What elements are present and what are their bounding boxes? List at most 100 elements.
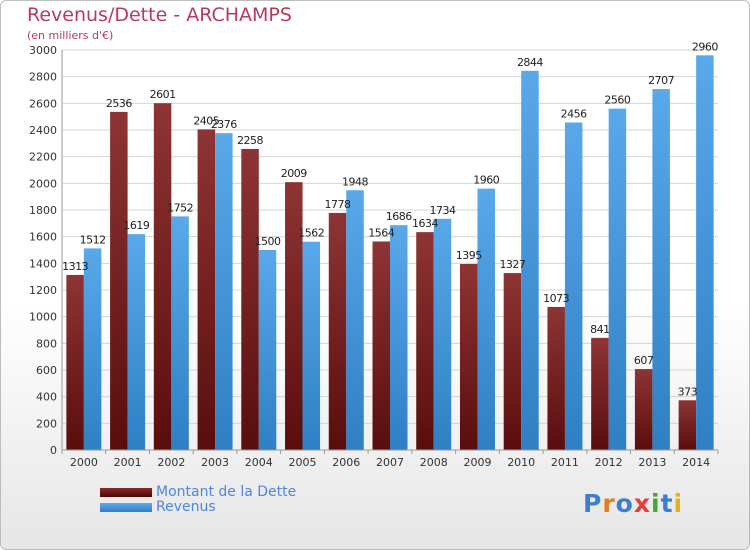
data-label-revenus: 1752 [167,201,193,214]
data-label-revenus: 1948 [342,175,368,188]
bar-revenus [258,250,277,450]
data-label-dette: 841 [590,323,610,336]
x-tick-label: 2014 [682,456,710,469]
data-label-dette: 1778 [325,198,351,211]
y-tick-label: 1000 [29,311,57,324]
bar-dette [197,129,216,451]
y-tick-label: 2200 [29,151,57,164]
bar-dette [547,306,565,450]
x-tick-label: 2002 [157,456,185,469]
y-tick-label: 2600 [29,97,57,110]
y-tick-label: 2000 [29,177,57,190]
data-label-revenus: 1512 [80,233,106,246]
bar-dette [66,274,84,450]
bar-revenus [477,188,495,450]
legend-label-revenus: Revenus [156,499,216,515]
bar-revenus [127,234,146,450]
data-label-dette: 607 [634,354,654,367]
data-label-revenus: 2456 [561,108,587,121]
x-tick-label: 2005 [289,456,317,469]
data-label-revenus: 1960 [473,174,499,187]
legend-swatch-debt [100,488,152,497]
x-tick-label: 2000 [70,456,98,469]
x-tick-label: 2006 [332,456,360,469]
x-tick-label: 2009 [463,456,491,469]
bar-revenus [215,133,233,450]
logo-letter: P [583,489,603,518]
bar-dette [110,111,128,450]
data-label-revenus: 1500 [255,235,281,248]
bar-dette [153,103,172,450]
data-label-dette: 1634 [412,217,438,230]
data-label-revenus: 2560 [604,94,630,107]
logo-letter: t [660,489,674,518]
y-tick-label: 1200 [29,284,57,297]
y-tick-label: 1400 [29,257,57,270]
logo-letter: r [602,489,616,518]
legend-swatch-revenus [100,503,152,512]
data-label-dette: 1313 [62,260,88,273]
y-tick-label: 200 [36,417,57,430]
data-label-revenus: 2844 [517,56,543,69]
chart-subtitle: (en milliers d'€) [27,29,114,42]
y-tick-label: 600 [36,364,57,377]
y-tick-label: 2800 [29,71,57,84]
bar-revenus [346,190,364,450]
x-tick-label: 2004 [245,456,273,469]
proxiti-logo: Proxiti [583,489,683,518]
chart-title: Revenus/Dette - ARCHAMPS [27,4,292,26]
logo-letter: o [615,489,634,518]
y-tick-label: 1800 [29,204,57,217]
x-tick-label: 2008 [420,456,448,469]
bars [66,55,714,451]
data-label-dette: 2601 [150,88,176,101]
bar-dette [241,148,259,450]
y-tick-label: 2400 [29,124,57,137]
y-tick-label: 0 [50,444,57,457]
axes: 0 200 400 600 800 1000 1200 1400 1600 1800 2000 220… [29,44,719,469]
data-label-revenus: 2960 [692,40,718,53]
data-label-revenus: 1734 [429,204,455,217]
x-tick-label: 2012 [595,456,623,469]
data-label-revenus: 1619 [123,219,149,232]
bar-revenus [390,225,408,450]
bar-revenus [521,70,539,451]
bar-revenus [433,218,452,450]
data-label-dette: 2009 [281,167,307,180]
legend-label-debt: Montant de la Dette [156,484,297,500]
data-label-revenus: 2707 [648,74,674,87]
y-tick-label: 400 [36,391,57,404]
y-tick-label: 3000 [29,44,57,57]
logo-letter: i [673,489,684,518]
data-label-dette: 2405 [193,114,219,127]
bar-dette [591,337,609,450]
bar-dette [416,232,434,450]
data-label-dette: 1327 [499,258,525,271]
data-label-dette: 373 [678,385,698,398]
bar-dette [285,182,303,450]
logo-letter: x [633,489,651,518]
data-label-revenus: 1686 [386,210,412,223]
data-label-dette: 1073 [543,292,569,305]
bar-dette [503,273,522,450]
data-label-revenus: 2376 [211,118,237,131]
data-label-revenus: 1562 [298,227,324,240]
data-label-dette: 1564 [368,226,394,239]
data-label-dette: 2258 [237,134,263,147]
bar-dette [328,212,347,450]
x-tick-label: 2011 [551,456,579,469]
x-tick-label: 2001 [114,456,142,469]
bar-revenus [652,89,670,451]
x-tick-label: 2010 [507,456,535,469]
x-tick-label: 2007 [376,456,404,469]
bar-revenus [564,122,583,451]
data-label-dette: 2536 [106,97,132,110]
y-tick-label: 800 [36,337,57,350]
bar-dette [678,400,697,450]
bar-dette [459,264,478,450]
x-tick-label: 2003 [201,456,229,469]
bar-dette [634,369,653,450]
bar-revenus [171,216,189,450]
